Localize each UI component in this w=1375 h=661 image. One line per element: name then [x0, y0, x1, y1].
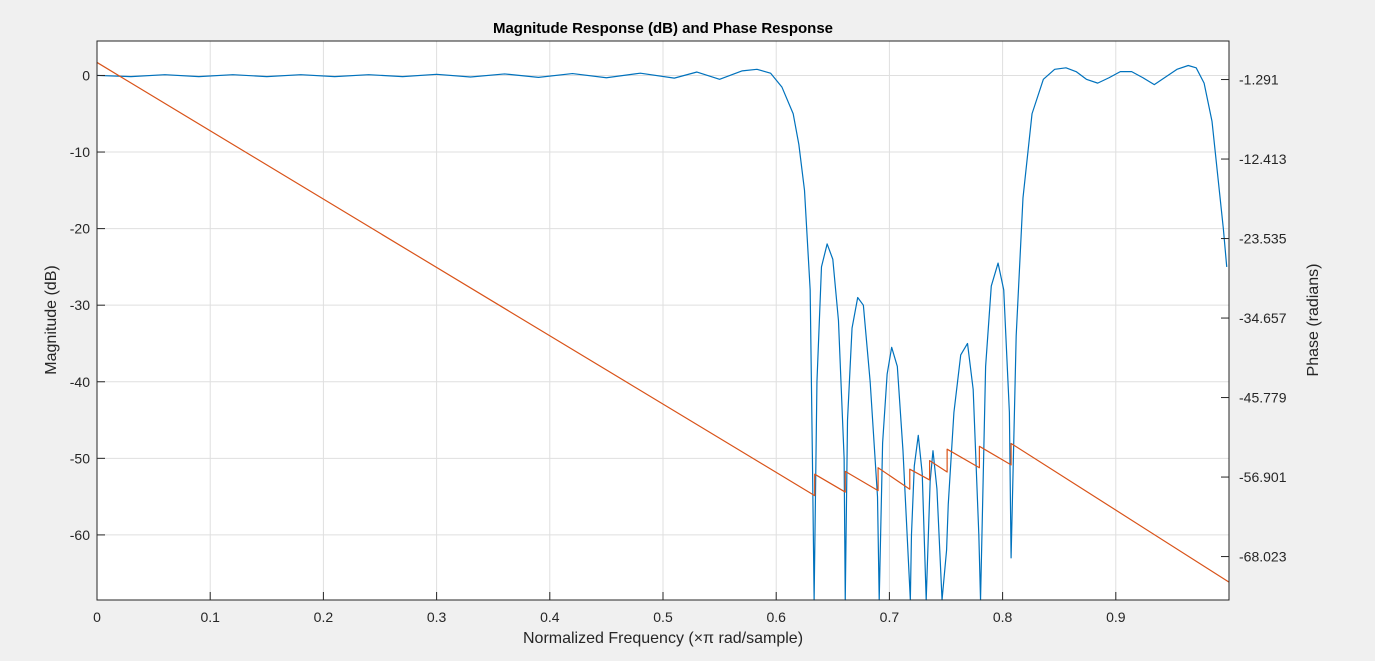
- y-left-tick-label: -10: [70, 144, 90, 160]
- y-axis-label-left: Magnitude (dB): [43, 265, 60, 374]
- phase-response-line: [96, 61, 1230, 583]
- x-tick-label: 0.6: [766, 609, 786, 625]
- x-tick-label: 0.7: [880, 609, 900, 625]
- series-layer: [96, 61, 1230, 601]
- y-left-tick-label: -30: [70, 297, 90, 313]
- y-axis-label-right: Phase (radians): [1305, 264, 1322, 377]
- y-left-tick-label: -60: [70, 527, 90, 543]
- y-left-tick-label: -40: [70, 374, 90, 390]
- chart-title: Magnitude Response (dB) and Phase Respon…: [493, 20, 833, 37]
- y-right-tick-label: -12.413: [1239, 151, 1287, 167]
- y-left-tick-label: 0: [82, 67, 90, 83]
- y-right-tick-label: -56.901: [1239, 469, 1287, 485]
- y-right-tick-label: -68.023: [1239, 549, 1287, 565]
- grid: [96, 41, 1229, 600]
- magnitude-response-line: [96, 64, 1228, 601]
- y-right-tick-label: -23.535: [1239, 231, 1287, 247]
- x-tick-label: 0.2: [314, 609, 334, 625]
- x-tick-label: 0.5: [653, 609, 673, 625]
- x-tick-label: 0.4: [540, 609, 560, 625]
- x-tick-label: 0: [93, 609, 101, 625]
- x-tick-label: 0.1: [200, 609, 220, 625]
- y-left-tick-label: -20: [70, 221, 90, 237]
- ticks: [96, 74, 1229, 600]
- tick-labels: 0 0.1 0.2 0.3 0.4 0.5 0.6 0.7 0.8 0.9 0 -10 -20 -30 -4…: [70, 67, 1287, 625]
- y-left-tick-label: -50: [70, 450, 90, 466]
- x-axis-label: Normalized Frequency (×π rad/sample): [523, 630, 803, 647]
- x-tick-label: 0.9: [1106, 609, 1126, 625]
- y-right-tick-label: -1.291: [1239, 72, 1279, 88]
- y-right-tick-label: -45.779: [1239, 390, 1287, 406]
- y-right-tick-label: -34.657: [1239, 310, 1287, 326]
- x-tick-label: 0.8: [993, 609, 1013, 625]
- x-tick-label: 0.3: [427, 609, 447, 625]
